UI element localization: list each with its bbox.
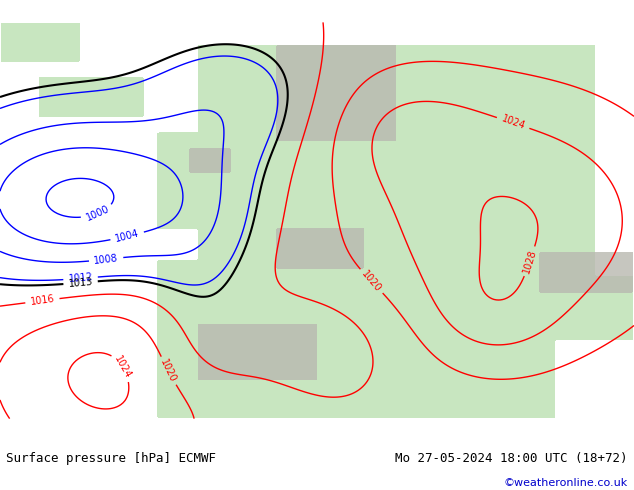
Text: 1008: 1008 bbox=[93, 253, 119, 266]
Text: 1020: 1020 bbox=[158, 358, 178, 384]
Text: 1024: 1024 bbox=[500, 114, 526, 132]
Text: 1024: 1024 bbox=[113, 354, 133, 381]
Text: Surface pressure [hPa] ECMWF: Surface pressure [hPa] ECMWF bbox=[6, 452, 216, 465]
Text: Mo 27-05-2024 18:00 UTC (18+72): Mo 27-05-2024 18:00 UTC (18+72) bbox=[395, 452, 628, 465]
Text: ©weatheronline.co.uk: ©weatheronline.co.uk bbox=[503, 478, 628, 488]
Text: 1000: 1000 bbox=[84, 204, 111, 223]
Text: 1004: 1004 bbox=[114, 228, 140, 244]
Text: 1020: 1020 bbox=[359, 269, 383, 294]
Text: 1028: 1028 bbox=[521, 248, 538, 274]
Text: 1013: 1013 bbox=[68, 277, 93, 289]
Text: 1016: 1016 bbox=[30, 294, 55, 307]
Text: 1012: 1012 bbox=[68, 272, 93, 285]
